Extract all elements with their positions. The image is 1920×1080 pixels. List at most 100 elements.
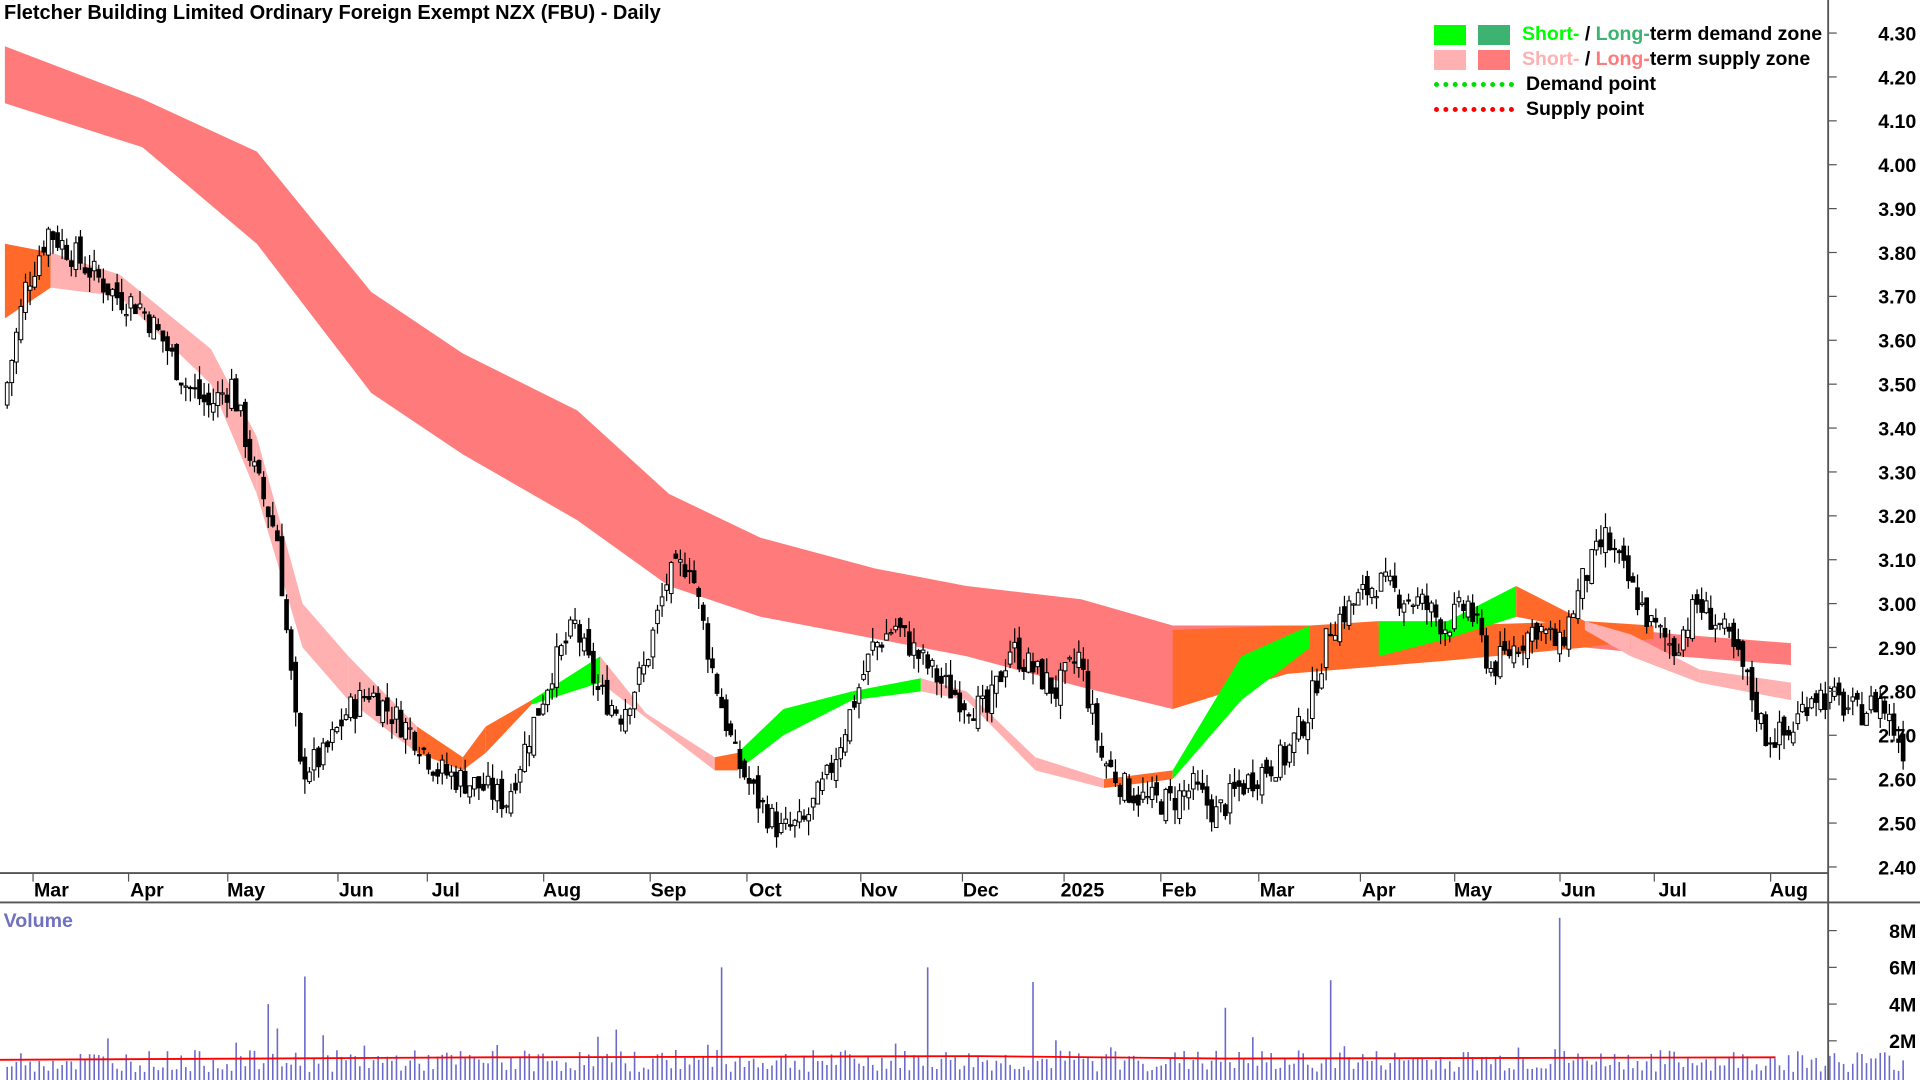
candle-down <box>984 689 990 713</box>
candle-down <box>146 314 152 334</box>
candle-down <box>78 236 83 264</box>
candle-down <box>224 394 230 403</box>
candle-down <box>1598 539 1604 548</box>
candle-up <box>320 742 326 766</box>
candle-up <box>609 705 615 716</box>
candle-up <box>1186 790 1192 799</box>
candle-up <box>371 692 376 697</box>
candle-down <box>1763 714 1769 747</box>
volume-tick-label: 6M <box>1889 958 1916 980</box>
y-tick-label: 3.80 <box>1878 243 1916 265</box>
candle-down <box>284 599 289 631</box>
candle-up <box>1818 689 1824 711</box>
candle-down <box>1855 692 1860 700</box>
candle-down <box>902 625 908 629</box>
candle-down <box>1653 617 1659 623</box>
candle-up <box>1287 744 1292 763</box>
candle-up <box>458 770 463 787</box>
candle-up <box>27 285 33 291</box>
candle-up <box>1387 575 1393 582</box>
candle-down <box>714 673 720 694</box>
candle-down <box>1493 661 1498 677</box>
short-term-supply-zone <box>119 274 211 385</box>
candle-down <box>87 267 92 278</box>
candle-down <box>275 530 280 542</box>
candle-down <box>1804 707 1810 716</box>
candle-up <box>1658 625 1663 628</box>
short-term-supply-zone <box>966 691 1036 771</box>
y-tick-label: 3.10 <box>1878 550 1916 572</box>
candle-up <box>504 805 509 808</box>
candle-down <box>1626 555 1631 582</box>
x-tick-label: Mar <box>1260 879 1295 901</box>
candle-down <box>586 629 592 656</box>
candle-down <box>417 754 422 757</box>
candle-down <box>279 536 285 597</box>
legend-supply-point: Supply point <box>1434 97 1822 122</box>
candle-up <box>1603 527 1608 554</box>
candle-down <box>737 748 743 769</box>
candle-up <box>655 609 660 625</box>
candle-down <box>595 686 601 690</box>
candle-up <box>847 709 853 742</box>
candle-down <box>169 347 175 352</box>
candle-up <box>1571 613 1576 618</box>
candle-up <box>1259 767 1265 796</box>
candle-up <box>1062 662 1068 672</box>
candle-down <box>1030 661 1036 673</box>
candle-down <box>604 679 610 715</box>
candle-down <box>1232 781 1237 789</box>
x-tick-label: Mar <box>34 879 69 901</box>
candle-down <box>261 476 266 500</box>
candle-up <box>1177 790 1182 819</box>
volume-label: Volume <box>4 910 73 932</box>
candle-up <box>1442 629 1448 634</box>
candle-down <box>114 282 120 299</box>
candle-up <box>888 632 894 635</box>
candle-up <box>1213 806 1219 829</box>
candle-up <box>554 646 560 688</box>
candle-down <box>96 269 102 278</box>
candle-up <box>623 708 628 732</box>
candle-up <box>581 637 587 652</box>
candle-down <box>142 311 147 314</box>
candle-down <box>1484 635 1489 669</box>
candle-up <box>540 703 546 715</box>
candle-up <box>678 559 683 563</box>
legend-supply-point-label: Supply point <box>1526 98 1645 120</box>
candle-down <box>1745 669 1750 673</box>
candle-up <box>1076 651 1082 669</box>
candle-up <box>1703 600 1709 614</box>
candle-down <box>1502 641 1508 651</box>
candle-down <box>41 246 47 253</box>
candle-up <box>4 382 10 406</box>
candle-down <box>952 689 958 695</box>
candle-down <box>998 671 1004 683</box>
candle-down <box>577 624 582 643</box>
candle-up <box>307 771 312 783</box>
candle-up <box>792 819 798 827</box>
candle-up <box>664 584 669 591</box>
short-term-demand-zone <box>852 678 921 701</box>
candle-up <box>1026 652 1031 673</box>
candle-up <box>874 641 880 648</box>
candle-down <box>68 260 74 267</box>
y-tick-label: 3.30 <box>1878 462 1916 484</box>
candle-down <box>1891 713 1897 736</box>
candle-up <box>1809 698 1814 709</box>
candle-up <box>1277 744 1283 778</box>
candle-up <box>783 818 789 824</box>
candle-up <box>357 690 363 717</box>
y-tick-label: 2.70 <box>1878 726 1916 748</box>
candle-down <box>155 324 161 330</box>
candle-down <box>1612 547 1617 551</box>
y-tick-label: 4.10 <box>1878 111 1916 133</box>
candle-up <box>1557 631 1562 655</box>
candle-down <box>1365 576 1370 596</box>
candle-down <box>430 771 436 776</box>
candle-up <box>1369 587 1375 598</box>
candle-down <box>435 769 440 777</box>
volume-layer: Volume 8M 6M 4M 2M <box>0 910 1916 1080</box>
candle-up <box>1680 629 1686 651</box>
candle-up <box>23 281 28 313</box>
